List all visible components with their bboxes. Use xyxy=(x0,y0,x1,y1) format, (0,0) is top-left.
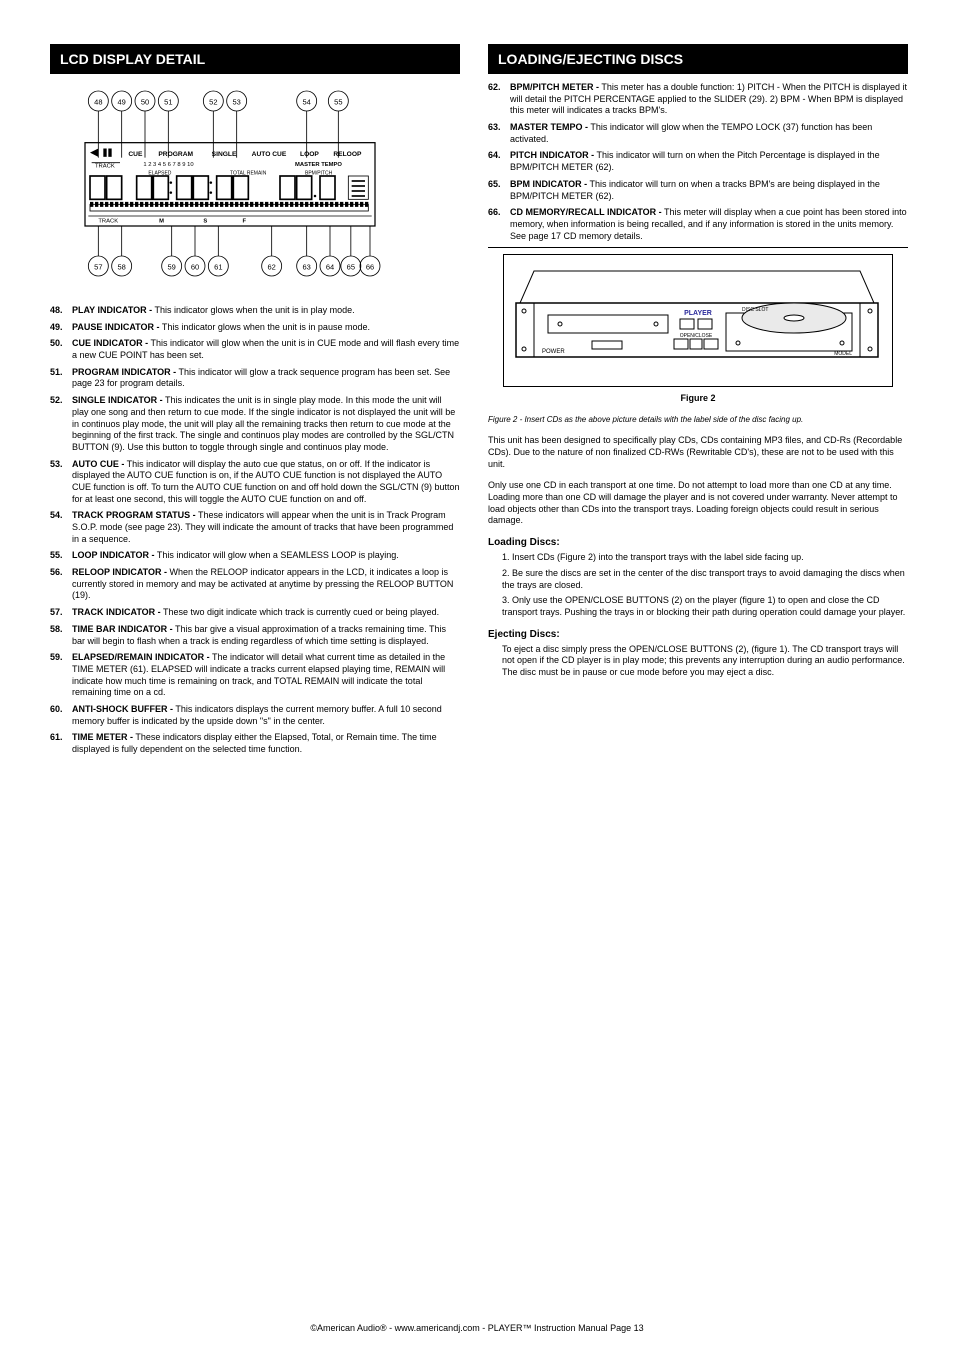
svg-text:DISC SLOT: DISC SLOT xyxy=(742,307,768,313)
svg-text:MASTER TEMPO: MASTER TEMPO xyxy=(295,162,342,168)
svg-text:57: 57 xyxy=(94,262,102,271)
lcd-item: 53.AUTO CUE - This indicator will displa… xyxy=(50,459,460,506)
loading-step: 1. Insert CDs (Figure 2) into the transp… xyxy=(502,552,908,564)
svg-text:49: 49 xyxy=(117,97,125,106)
load-paragraph-2: Only use one CD in each transport at one… xyxy=(488,480,908,527)
svg-text:TRACK: TRACK xyxy=(95,164,115,170)
loading-title: Loading Discs: xyxy=(488,537,908,548)
lcd-item: 63.MASTER TEMPO - This indicator will gl… xyxy=(488,122,908,145)
svg-text:RELOOP: RELOOP xyxy=(333,151,362,158)
svg-text:M: M xyxy=(159,219,164,225)
figure-caption: Figure 2 xyxy=(488,393,908,405)
load-paragraph-1: This unit has been designed to specifica… xyxy=(488,435,908,470)
svg-text:CUE: CUE xyxy=(128,151,143,158)
figure-2-box: POWER PLAYER OPEN/CLOSE DISC SLOT MODEL xyxy=(503,254,893,387)
svg-text:64: 64 xyxy=(326,262,334,271)
svg-text:51: 51 xyxy=(164,97,172,106)
svg-text:62: 62 xyxy=(267,262,275,271)
svg-text:50: 50 xyxy=(141,97,149,106)
ejecting-text: To eject a disc simply press the OPEN/CL… xyxy=(502,644,908,679)
svg-text:58: 58 xyxy=(117,262,125,271)
svg-text:60: 60 xyxy=(191,262,199,271)
svg-text:AUTO CUE: AUTO CUE xyxy=(252,151,287,158)
svg-text:TRACK: TRACK xyxy=(98,219,118,225)
lcd-item: 59.ELAPSED/REMAIN INDICATOR - The indica… xyxy=(50,652,460,699)
svg-text:OPEN/CLOSE: OPEN/CLOSE xyxy=(680,333,713,339)
loading-step: 2. Be sure the discs are set in the cent… xyxy=(502,568,908,591)
svg-text:48: 48 xyxy=(94,97,102,106)
lcd-item: 62.BPM/PITCH METER - This meter has a do… xyxy=(488,82,908,117)
lcd-item: 52.SINGLE INDICATOR - This indicates the… xyxy=(50,395,460,453)
svg-text:POWER: POWER xyxy=(542,349,565,355)
svg-text:52: 52 xyxy=(209,97,217,106)
loading-steps: 1. Insert CDs (Figure 2) into the transp… xyxy=(502,552,908,618)
svg-text:MODEL: MODEL xyxy=(834,351,852,357)
svg-text:59: 59 xyxy=(167,262,175,271)
svg-text:61: 61 xyxy=(214,262,222,271)
page-section-header-right: LOADING/EJECTING DISCS xyxy=(488,44,908,74)
lcd-item: 60.ANTI-SHOCK BUFFER - This indicators d… xyxy=(50,704,460,727)
loading-step: 3. Only use the OPEN/CLOSE BUTTONS (2) o… xyxy=(502,595,908,618)
ejecting-title: Ejecting Discs: xyxy=(488,629,908,640)
lcd-item: 58.TIME BAR INDICATOR - This bar give a … xyxy=(50,624,460,647)
svg-text:1 2 3 4 5 6 7 8 9 10: 1 2 3 4 5 6 7 8 9 10 xyxy=(143,162,194,168)
svg-text:PLAYER: PLAYER xyxy=(684,310,712,317)
svg-text:LOOP: LOOP xyxy=(300,151,319,158)
lcd-item: 48.PLAY INDICATOR - This indicator glows… xyxy=(50,305,460,317)
lcd-item: 61.TIME METER - These indicators display… xyxy=(50,732,460,755)
svg-text:63: 63 xyxy=(302,262,310,271)
lcd-item: 66.CD MEMORY/RECALL INDICATOR - This met… xyxy=(488,207,908,242)
rack-unit-illustration: POWER PLAYER OPEN/CLOSE DISC SLOT MODEL xyxy=(512,263,882,373)
lcd-item: 54.TRACK PROGRAM STATUS - These indicato… xyxy=(50,510,460,545)
svg-text:SINGLE: SINGLE xyxy=(212,151,237,158)
svg-text:55: 55 xyxy=(334,97,342,106)
page-section-header-left: LCD DISPLAY DETAIL xyxy=(50,44,460,74)
lcd-item: 55.LOOP INDICATOR - This indicator will … xyxy=(50,550,460,562)
svg-text:54: 54 xyxy=(302,97,310,106)
figure-intro: Figure 2 - Insert CDs as the above pictu… xyxy=(488,415,908,425)
svg-text:66: 66 xyxy=(366,262,374,271)
lcd-item: 51.PROGRAM INDICATOR - This indicator wi… xyxy=(50,367,460,390)
svg-text:PROGRAM: PROGRAM xyxy=(158,151,193,158)
lcd-item: 65.BPM INDICATOR - This indicator will t… xyxy=(488,179,908,202)
svg-text:F: F xyxy=(243,219,247,225)
lcd-item: 49.PAUSE INDICATOR - This indicator glow… xyxy=(50,322,460,334)
lcd-diagram: 48 49 50 51 52 53 54 55 CUE PROGRAM SING… xyxy=(50,86,410,286)
svg-text:S: S xyxy=(203,219,207,225)
lcd-item: 56.RELOOP INDICATOR - When the RELOOP in… xyxy=(50,567,460,602)
lcd-item: 64.PITCH INDICATOR - This indicator will… xyxy=(488,150,908,173)
svg-text:65: 65 xyxy=(347,262,355,271)
svg-text:53: 53 xyxy=(232,97,240,106)
page-footer: ©American Audio® - www.americandj.com - … xyxy=(0,1323,954,1333)
lcd-item: 57.TRACK INDICATOR - These two digit ind… xyxy=(50,607,460,619)
lcd-item: 50.CUE INDICATOR - This indicator will g… xyxy=(50,338,460,361)
